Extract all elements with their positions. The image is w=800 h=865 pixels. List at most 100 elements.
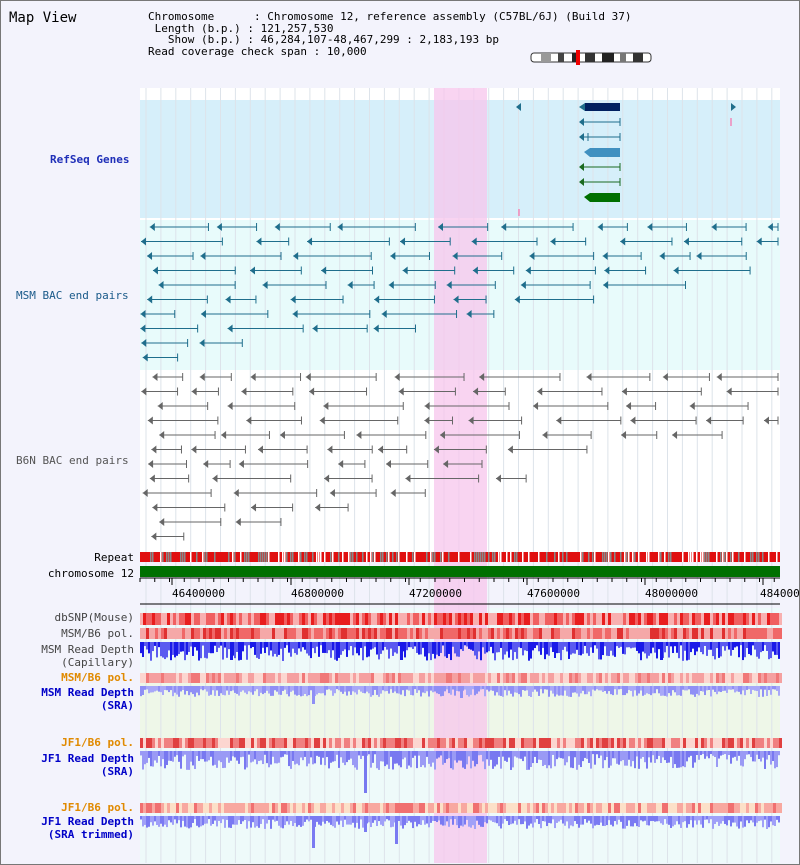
heat-cell — [548, 803, 551, 813]
b6n-bac-pair-end — [142, 489, 148, 497]
depth-bar — [486, 642, 488, 653]
track-label-msm-bac[interactable]: MSM BAC end pairs — [16, 289, 129, 302]
track-label-refseq[interactable]: RefSeq Genes — [50, 153, 130, 166]
depth-bar — [570, 642, 572, 655]
depth-bar — [146, 816, 148, 828]
depth-bar — [390, 686, 392, 690]
depth-bar — [534, 686, 536, 690]
heat-cell — [251, 613, 254, 625]
heat-cell — [635, 738, 638, 748]
depth-bar — [252, 642, 254, 647]
depth-bar — [608, 642, 610, 657]
depth-bar — [534, 642, 536, 649]
depth-bar — [324, 686, 326, 696]
repeat-mark — [356, 552, 358, 562]
track-label-chromosome[interactable]: chromosome 12 — [47, 567, 134, 580]
depth-bar — [460, 642, 462, 650]
repeat-mark — [608, 552, 610, 562]
heat-cell — [518, 673, 521, 683]
repeat-track[interactable] — [140, 552, 780, 562]
depth-bar — [172, 751, 174, 762]
depth-bar — [150, 686, 152, 693]
depth-bar — [330, 816, 332, 825]
heat-cell — [554, 613, 557, 625]
depth-bar — [358, 816, 360, 829]
heat-cell — [740, 738, 743, 748]
track-label-dbsnp[interactable]: dbSNP(Mouse) — [54, 611, 134, 624]
repeat-mark — [752, 552, 754, 562]
variation-strips[interactable] — [140, 613, 782, 813]
track-label-jf1-depth-trimmed[interactable]: JF1 Read Depth — [41, 815, 134, 828]
repeat-mark — [370, 552, 372, 562]
depth-bar — [140, 816, 142, 820]
depth-bar — [638, 642, 640, 654]
track-label-jf1-pol[interactable]: JF1/B6 pol. — [61, 736, 134, 749]
depth-bar — [520, 751, 522, 759]
depth-bar — [508, 751, 510, 758]
heat-cell — [200, 803, 203, 813]
heat-cell — [293, 613, 296, 625]
b6n-bac-end-pairs[interactable] — [141, 373, 779, 541]
heat-cell — [590, 738, 593, 748]
depth-bar — [334, 751, 336, 762]
depth-bar — [560, 751, 562, 759]
heat-cell — [257, 613, 260, 625]
track-label-repeat[interactable]: Repeat — [94, 551, 134, 564]
heat-cell — [593, 628, 596, 639]
heat-cell — [659, 613, 662, 625]
msm-bac-end-pairs[interactable] — [140, 223, 779, 362]
heat-cell — [557, 803, 560, 813]
depth-bar — [398, 751, 400, 766]
read-depth-bars[interactable] — [140, 642, 780, 848]
repeat-mark — [278, 552, 280, 562]
depth-bar — [284, 642, 286, 648]
track-label-msm-pol-2[interactable]: MSM/B6 pol. — [61, 671, 134, 684]
depth-bar — [740, 642, 742, 646]
track-label-msm-pol[interactable]: MSM/B6 pol. — [61, 627, 134, 640]
depth-bar — [504, 816, 506, 820]
heat-cell — [398, 673, 401, 683]
depth-bar — [774, 642, 776, 655]
track-label-jf1-pol-2[interactable]: JF1/B6 pol. — [61, 801, 134, 814]
heat-cell — [446, 738, 449, 748]
chromosome-ideogram[interactable] — [530, 50, 652, 65]
heat-cell — [503, 613, 506, 625]
heat-cell — [704, 803, 707, 813]
depth-bar — [478, 642, 480, 652]
heat-cell — [749, 613, 752, 625]
repeat-mark — [372, 552, 374, 562]
heat-cell — [470, 628, 473, 639]
depth-bar — [334, 642, 336, 660]
depth-bar — [708, 816, 710, 824]
heat-cell — [218, 628, 221, 639]
refseq-genes[interactable] — [516, 103, 736, 216]
depth-bar — [712, 751, 714, 756]
heat-cell — [434, 738, 437, 748]
depth-bar — [182, 751, 184, 757]
track-label-jf1-depth-sra[interactable]: JF1 Read Depth — [41, 752, 134, 765]
heat-cell — [566, 738, 569, 748]
depth-bar — [390, 751, 392, 757]
depth-bar — [646, 816, 648, 826]
depth-bar — [570, 686, 572, 697]
depth-bar — [608, 751, 610, 768]
heat-cell — [587, 628, 590, 639]
repeat-base — [140, 552, 780, 562]
track-label-msm-depth-sra[interactable]: MSM Read Depth — [41, 686, 134, 699]
heat-cell — [731, 613, 734, 625]
depth-bar — [598, 642, 600, 660]
depth-bar — [332, 816, 334, 827]
depth-bar — [496, 816, 498, 824]
depth-bar — [376, 686, 378, 695]
track-label-b6n-bac[interactable]: B6N BAC end pairs — [16, 454, 129, 467]
heat-cell — [275, 803, 278, 813]
msm-bac-pair-end — [312, 324, 318, 333]
chromosome-bar[interactable] — [140, 566, 780, 577]
repeat-mark — [350, 552, 352, 562]
heat-cell — [347, 613, 350, 625]
track-label-msm-depth-capillary[interactable]: MSM Read Depth — [41, 643, 134, 656]
heat-cell — [776, 803, 779, 813]
heat-cell — [638, 673, 641, 683]
heat-cell — [521, 613, 524, 625]
